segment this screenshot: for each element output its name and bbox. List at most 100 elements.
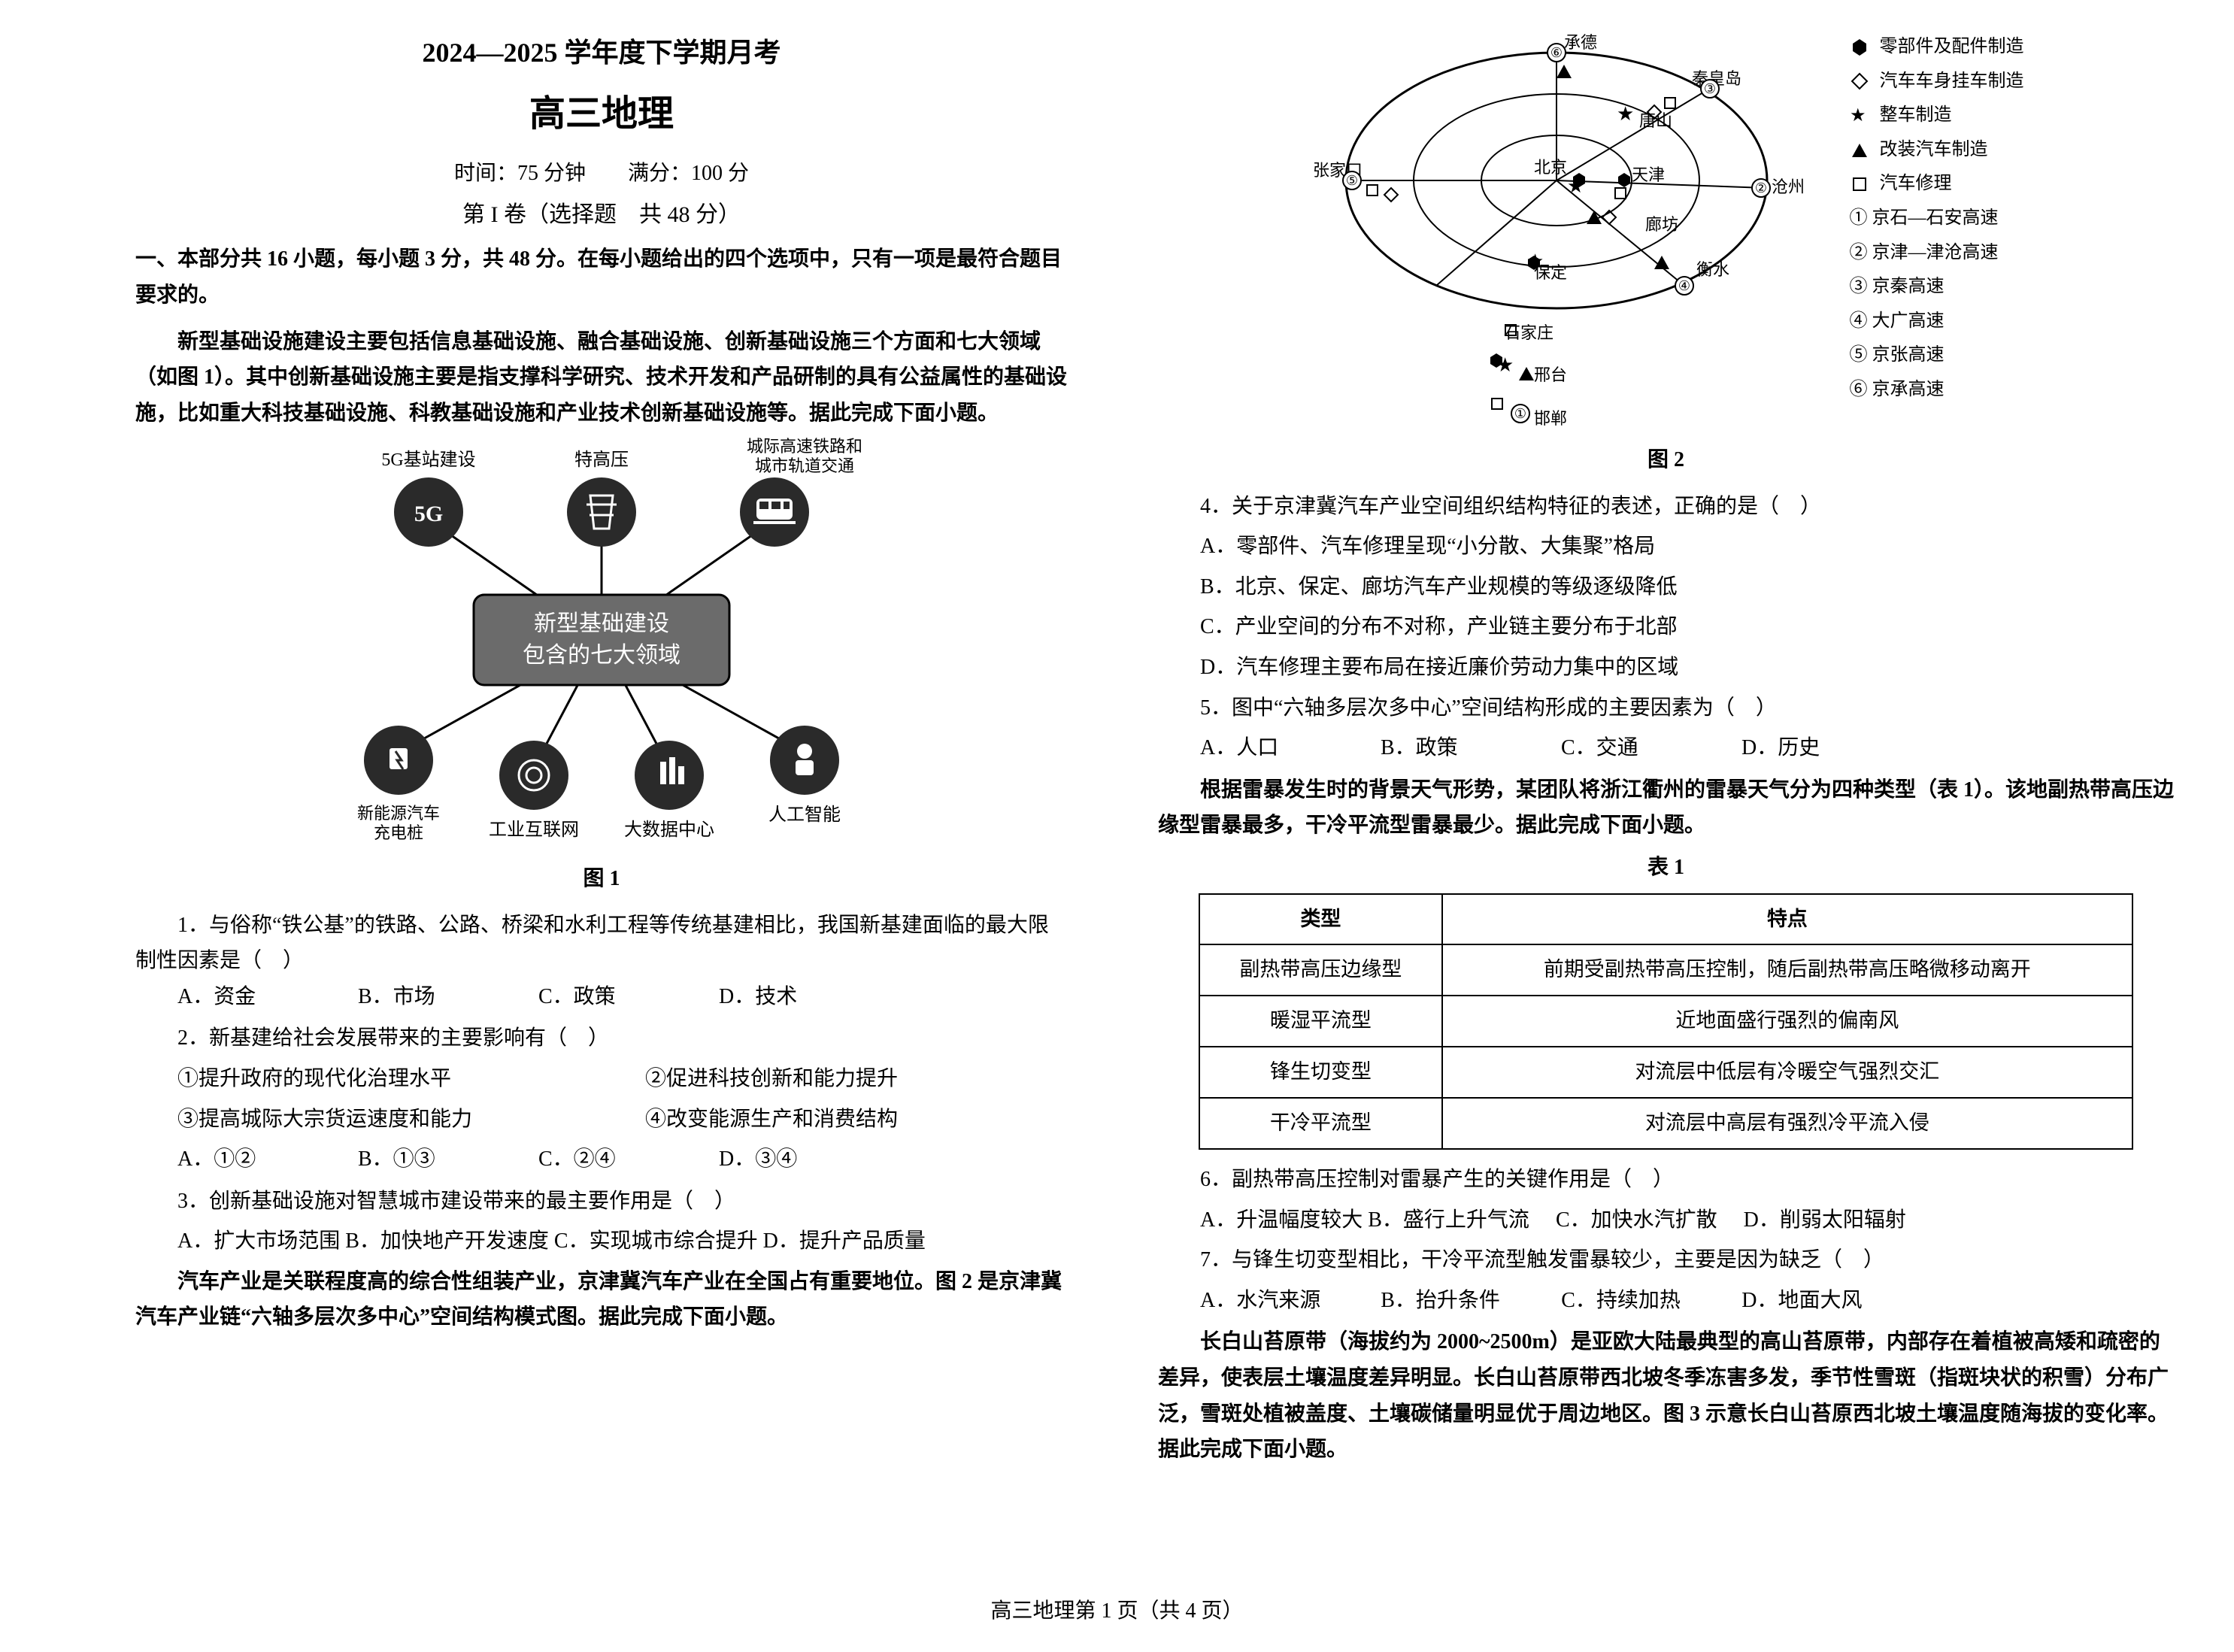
right-column: 北京 天津 承德 秦皇岛 唐山 沧州 廊坊 衡水 保定 石家庄 邢台 邯郸 张家… (1158, 30, 2174, 1474)
svg-text:⑤: ⑤ (1345, 173, 1357, 188)
svg-text:④: ④ (1678, 278, 1690, 293)
q1-b: B．市场 (358, 979, 478, 1015)
header-line2: 高三地理 (135, 83, 1068, 145)
svg-text:邯郸: 邯郸 (1534, 409, 1567, 428)
q2-options: A．①② B．①③ C．②④ D．③④ (135, 1141, 1068, 1178)
svg-text:①: ① (1514, 406, 1526, 421)
page-footer: 高三地理第 1 页（共 4 页） (0, 1593, 2234, 1629)
q6-a: A．升温幅度较大 (1200, 1208, 1363, 1232)
fig1-center-l1: 新型基础建设 (534, 611, 669, 636)
q5-c: C．交通 (1561, 730, 1681, 766)
passage-2: 汽车产业是关联程度高的综合性组装产业，京津冀汽车产业在全国占有重要地位。图 2 … (135, 1264, 1068, 1335)
fig1-node2: 特高压 (574, 450, 629, 470)
q5-b: B．政策 (1381, 730, 1501, 766)
passage-1: 新型基础设施建设主要包括信息基础设施、融合基础设施、创新基础设施三个方面和七大领… (135, 324, 1068, 432)
figure-1: 新型基础建设 包含的七大领域 5G 5G基站建设 特高压 (293, 437, 910, 855)
svg-text:邢台: 邢台 (1534, 365, 1567, 384)
q2-stem: 2．新基建给社会发展带来的主要影响有（ ） (135, 1020, 1068, 1056)
q2-i2: ②促进科技创新和能力提升 (645, 1061, 1068, 1097)
q2-i1: ①提升政府的现代化治理水平 (177, 1061, 600, 1097)
q6-c: C．加快水汽扩散 (1556, 1208, 1717, 1232)
q7-c: C．持续加热 (1561, 1283, 1681, 1319)
instruction: 一、本部分共 16 小题，每小题 3 分，共 48 分。在每小题给出的四个选项中… (135, 241, 1068, 313)
q2-i4: ④改变能源生产和消费结构 (645, 1102, 1068, 1138)
q4-c: C．产业空间的分布不对称，产业链主要分布于北部 (1158, 609, 2174, 645)
q1-d: D．技术 (719, 979, 839, 1015)
q7-stem: 7．与锋生切变型相比，干冷平流型触发雷暴较少，主要是因为缺乏（ ） (1158, 1242, 2174, 1278)
q6-stem: 6．副热带高压控制对雷暴产生的关键作用是（ ） (1158, 1162, 2174, 1198)
svg-text:★: ★ (1567, 175, 1584, 197)
svg-text:廊坊: 廊坊 (1645, 215, 1678, 234)
q7-d: D．地面大风 (1741, 1283, 1862, 1319)
left-column: 2024—2025 学年度下学期月考 高三地理 时间：75 分钟 满分：100 … (135, 30, 1068, 1474)
q7-b: B．抬升条件 (1381, 1283, 1501, 1319)
passage-3: 根据雷暴发生时的背景天气形势，某团队将浙江衢州的雷暴天气分为四种类型（表 1）。… (1158, 772, 2174, 844)
fig1-node5: 大数据中心 (624, 820, 714, 840)
svg-text:★: ★ (1496, 354, 1514, 376)
svg-text:★: ★ (1526, 250, 1544, 272)
q2-items34: ③提高城际大宗货运速度和能力 ④改变能源生产和消费结构 (135, 1102, 1068, 1138)
q2-b: B．①③ (358, 1141, 478, 1178)
q6-b: B．盛行上升气流 (1368, 1208, 1529, 1232)
q2-d: D．③④ (719, 1141, 839, 1178)
figure-2-caption: 图 2 (1158, 442, 2174, 478)
figure-2: 北京 天津 承德 秦皇岛 唐山 沧州 廊坊 衡水 保定 石家庄 邢台 邯郸 张家… (1158, 30, 2174, 436)
q1-stem: 1．与俗称“铁公基”的铁路、公路、桥梁和水利工程等传统基建相比，我国新基建面临的… (135, 908, 1068, 979)
q4-d: D．汽车修理主要布局在接近廉价劳动力集中的区域 (1158, 650, 2174, 686)
q6-options: A．升温幅度较大 B．盛行上升气流 C．加快水汽扩散 D．削弱太阳辐射 (1158, 1202, 2174, 1238)
fig1-node4: 人工智能 (768, 805, 841, 825)
fig1-node6: 工业互联网 (489, 820, 579, 840)
fig1-5g-icon: 5G (414, 502, 443, 526)
figure-1-caption: 图 1 (135, 861, 1068, 897)
q2-items12: ①提升政府的现代化治理水平 ②促进科技创新和能力提升 (135, 1061, 1068, 1097)
q4-stem: 4．关于京津冀汽车产业空间组织结构特征的表述，正确的是（ ） (1158, 489, 2174, 525)
exam-header: 2024—2025 学年度下学期月考 高三地理 时间：75 分钟 满分：100 … (135, 30, 1068, 234)
q3-options: A．扩大市场范围 B．加快地产开发速度 C．实现城市综合提升 D．提升产品质量 (135, 1223, 1068, 1259)
svg-text:新能源汽车充电桩: 新能源汽车充电桩 (357, 804, 440, 842)
svg-text:★: ★ (1850, 106, 1866, 126)
svg-text:天津: 天津 (1632, 165, 1665, 184)
q4-b: B．北京、保定、廊坊汽车产业规模的等级逐级降低 (1158, 569, 2174, 605)
fig1-node1: 5G基站建设 (381, 450, 475, 470)
q3-b: B．加快地产开发速度 (345, 1229, 549, 1253)
svg-text:石家庄: 石家庄 (1504, 323, 1553, 342)
q6-d: D．削弱太阳辐射 (1744, 1208, 1906, 1232)
section-title: 第 I 卷（选择题 共 48 分） (135, 196, 1068, 234)
svg-text:★: ★ (1617, 103, 1634, 125)
svg-text:唐山: 唐山 (1639, 111, 1672, 130)
figure-2-legend: 零部件及配件制造 汽车车身挂车制造 ★整车制造 改装汽车制造 汽车修理 ① 京石… (1850, 30, 2024, 408)
t1-h1: 类型 (1199, 894, 1442, 945)
q7-a: A．水汽来源 (1200, 1283, 1320, 1319)
header-meta: 时间：75 分钟 满分：100 分 (135, 156, 1068, 192)
q2-i3: ③提高城际大宗货运速度和能力 (177, 1102, 600, 1138)
table-1: 类型 特点 副热带高压边缘型前期受副热带高压控制，随后副热带高压略微移动离开 暖… (1199, 893, 2133, 1150)
svg-text:沧州: 沧州 (1772, 177, 1805, 196)
q4-a: A．零部件、汽车修理呈现“小分散、大集聚”格局 (1158, 529, 2174, 565)
svg-text:城际高速铁路和城市轨道交通: 城际高速铁路和城市轨道交通 (747, 437, 862, 475)
svg-text:承德: 承德 (1564, 33, 1597, 52)
t1-h2: 特点 (1442, 894, 2132, 945)
svg-text:衡水: 衡水 (1696, 260, 1729, 279)
q5-stem: 5．图中“六轴多层次多中心”空间结构形成的主要因素为（ ） (1158, 690, 2174, 726)
q2-c: C．②④ (538, 1141, 659, 1178)
svg-text:⑥: ⑥ (1550, 45, 1562, 60)
fig1-center-l2: 包含的七大领域 (523, 643, 681, 668)
q7-options: A．水汽来源 B．抬升条件 C．持续加热 D．地面大风 (1158, 1283, 2174, 1319)
q5-options: A．人口 B．政策 C．交通 D．历史 (1158, 730, 2174, 766)
q1-options: A．资金 B．市场 C．政策 D．技术 (135, 979, 1068, 1015)
q2-a: A．①② (177, 1141, 298, 1178)
q1-c: C．政策 (538, 979, 659, 1015)
q1-a: A．资金 (177, 979, 298, 1015)
q5-d: D．历史 (1741, 730, 1862, 766)
svg-text:②: ② (1754, 180, 1766, 196)
table-1-caption: 表 1 (1158, 850, 2174, 886)
header-line1: 2024—2025 学年度下学期月考 (135, 30, 1068, 76)
svg-text:北京: 北京 (1534, 158, 1567, 177)
q3-stem: 3．创新基础设施对智慧城市建设带来的最主要作用是（ ） (135, 1184, 1068, 1220)
q3-d: D．提升产品质量 (763, 1229, 926, 1253)
q3-c: C．实现城市综合提升 (554, 1229, 758, 1253)
q5-a: A．人口 (1200, 730, 1320, 766)
q3-a: A．扩大市场范围 (177, 1229, 340, 1253)
passage-4: 长白山苔原带（海拔约为 2000~2500m）是亚欧大陆最典型的高山苔原带，内部… (1158, 1324, 2174, 1467)
svg-text:③: ③ (1703, 81, 1715, 96)
